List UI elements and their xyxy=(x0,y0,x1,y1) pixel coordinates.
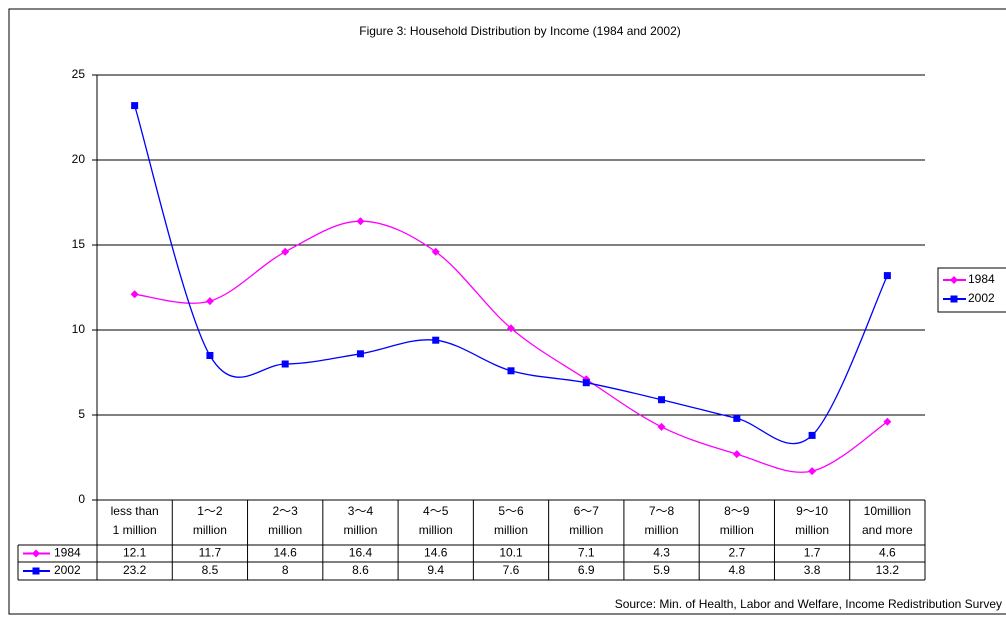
table-value: 14.6 xyxy=(424,546,448,560)
x-tick-label: million xyxy=(193,523,227,537)
source-note: Source: Min. of Health, Labor and Welfar… xyxy=(615,597,1002,611)
series-line xyxy=(134,105,888,445)
data-point xyxy=(281,247,290,256)
x-tick-label: less than xyxy=(111,504,159,518)
y-tick-label: 0 xyxy=(78,492,85,506)
x-tick-label: 7～8 xyxy=(649,504,675,518)
data-point xyxy=(281,360,289,368)
table-value: 4.8 xyxy=(728,563,745,577)
x-tick-label: million xyxy=(720,523,754,537)
data-point xyxy=(883,272,891,280)
x-tick-label: 1～2 xyxy=(197,504,223,518)
legend-marker xyxy=(950,276,958,284)
data-point xyxy=(733,414,741,422)
data-point xyxy=(205,297,214,306)
table-value: 4.3 xyxy=(653,546,670,560)
table-value: 4.6 xyxy=(879,546,896,560)
legend-label: 1984 xyxy=(968,272,995,286)
data-point xyxy=(883,417,892,426)
table-key-marker xyxy=(32,549,40,558)
table-value: 13.2 xyxy=(876,563,900,577)
x-tick-label: million xyxy=(419,523,453,537)
x-tick-label: 6～7 xyxy=(574,504,600,518)
table-value: 12.1 xyxy=(123,546,147,560)
table-value: 14.6 xyxy=(274,546,298,560)
table-value: 9.4 xyxy=(427,563,444,577)
table-value: 7.1 xyxy=(578,546,595,560)
table-value: 2.7 xyxy=(728,546,745,560)
data-point xyxy=(808,431,816,439)
table-value: 16.4 xyxy=(349,546,373,560)
chart-frame xyxy=(8,8,1006,615)
x-tick-label: 3～4 xyxy=(348,504,374,518)
data-point xyxy=(130,290,139,299)
x-tick-label: 10million xyxy=(864,504,911,518)
y-tick-label: 20 xyxy=(72,152,86,166)
x-tick-label: million xyxy=(268,523,302,537)
x-tick-label: and more xyxy=(862,523,913,537)
table-value: 8 xyxy=(282,563,289,577)
chart-title: Figure 3: Household Distribution by Inco… xyxy=(359,24,681,38)
data-point xyxy=(431,247,440,256)
legend-marker xyxy=(950,295,958,303)
table-value: 5.9 xyxy=(653,563,670,577)
table-key-marker xyxy=(32,567,40,575)
table-value: 1.7 xyxy=(804,546,821,560)
table-row-label: 1984 xyxy=(54,546,81,560)
x-tick-label: 5～6 xyxy=(498,504,524,518)
data-point xyxy=(582,379,590,387)
x-tick-label: 1 million xyxy=(113,523,157,537)
data-point xyxy=(356,350,364,358)
x-tick-label: million xyxy=(795,523,829,537)
data-point xyxy=(356,217,365,226)
table-value: 11.7 xyxy=(199,546,222,560)
x-tick-label: 2～3 xyxy=(273,504,299,518)
x-tick-label: 4～5 xyxy=(423,504,449,518)
x-tick-label: million xyxy=(645,523,679,537)
legend-box xyxy=(937,267,1006,313)
table-value: 10.1 xyxy=(499,546,523,560)
y-tick-label: 15 xyxy=(72,237,86,251)
table-value: 7.6 xyxy=(503,563,520,577)
data-point xyxy=(131,102,139,110)
table-value: 6.9 xyxy=(578,563,595,577)
y-tick-label: 10 xyxy=(72,322,86,336)
data-point xyxy=(432,336,440,344)
data-point xyxy=(808,467,817,476)
table-row-label: 2002 xyxy=(54,563,81,577)
x-tick-label: 9～10 xyxy=(796,504,828,518)
data-point xyxy=(658,396,666,404)
table-value: 3.8 xyxy=(804,563,821,577)
x-tick-label: million xyxy=(494,523,528,537)
y-tick-label: 25 xyxy=(72,67,86,81)
data-point xyxy=(507,367,515,375)
x-tick-label: 8～9 xyxy=(724,504,750,518)
data-point xyxy=(206,352,214,359)
data-point xyxy=(507,324,515,333)
x-tick-label: million xyxy=(343,523,377,537)
table-value: 8.6 xyxy=(352,563,369,577)
data-point xyxy=(732,450,741,459)
table-value: 23.2 xyxy=(123,563,147,577)
y-tick-label: 5 xyxy=(78,407,85,421)
legend-label: 2002 xyxy=(968,291,995,305)
x-tick-label: million xyxy=(569,523,603,537)
table-value: 8.5 xyxy=(202,563,219,577)
data-point xyxy=(657,422,666,431)
